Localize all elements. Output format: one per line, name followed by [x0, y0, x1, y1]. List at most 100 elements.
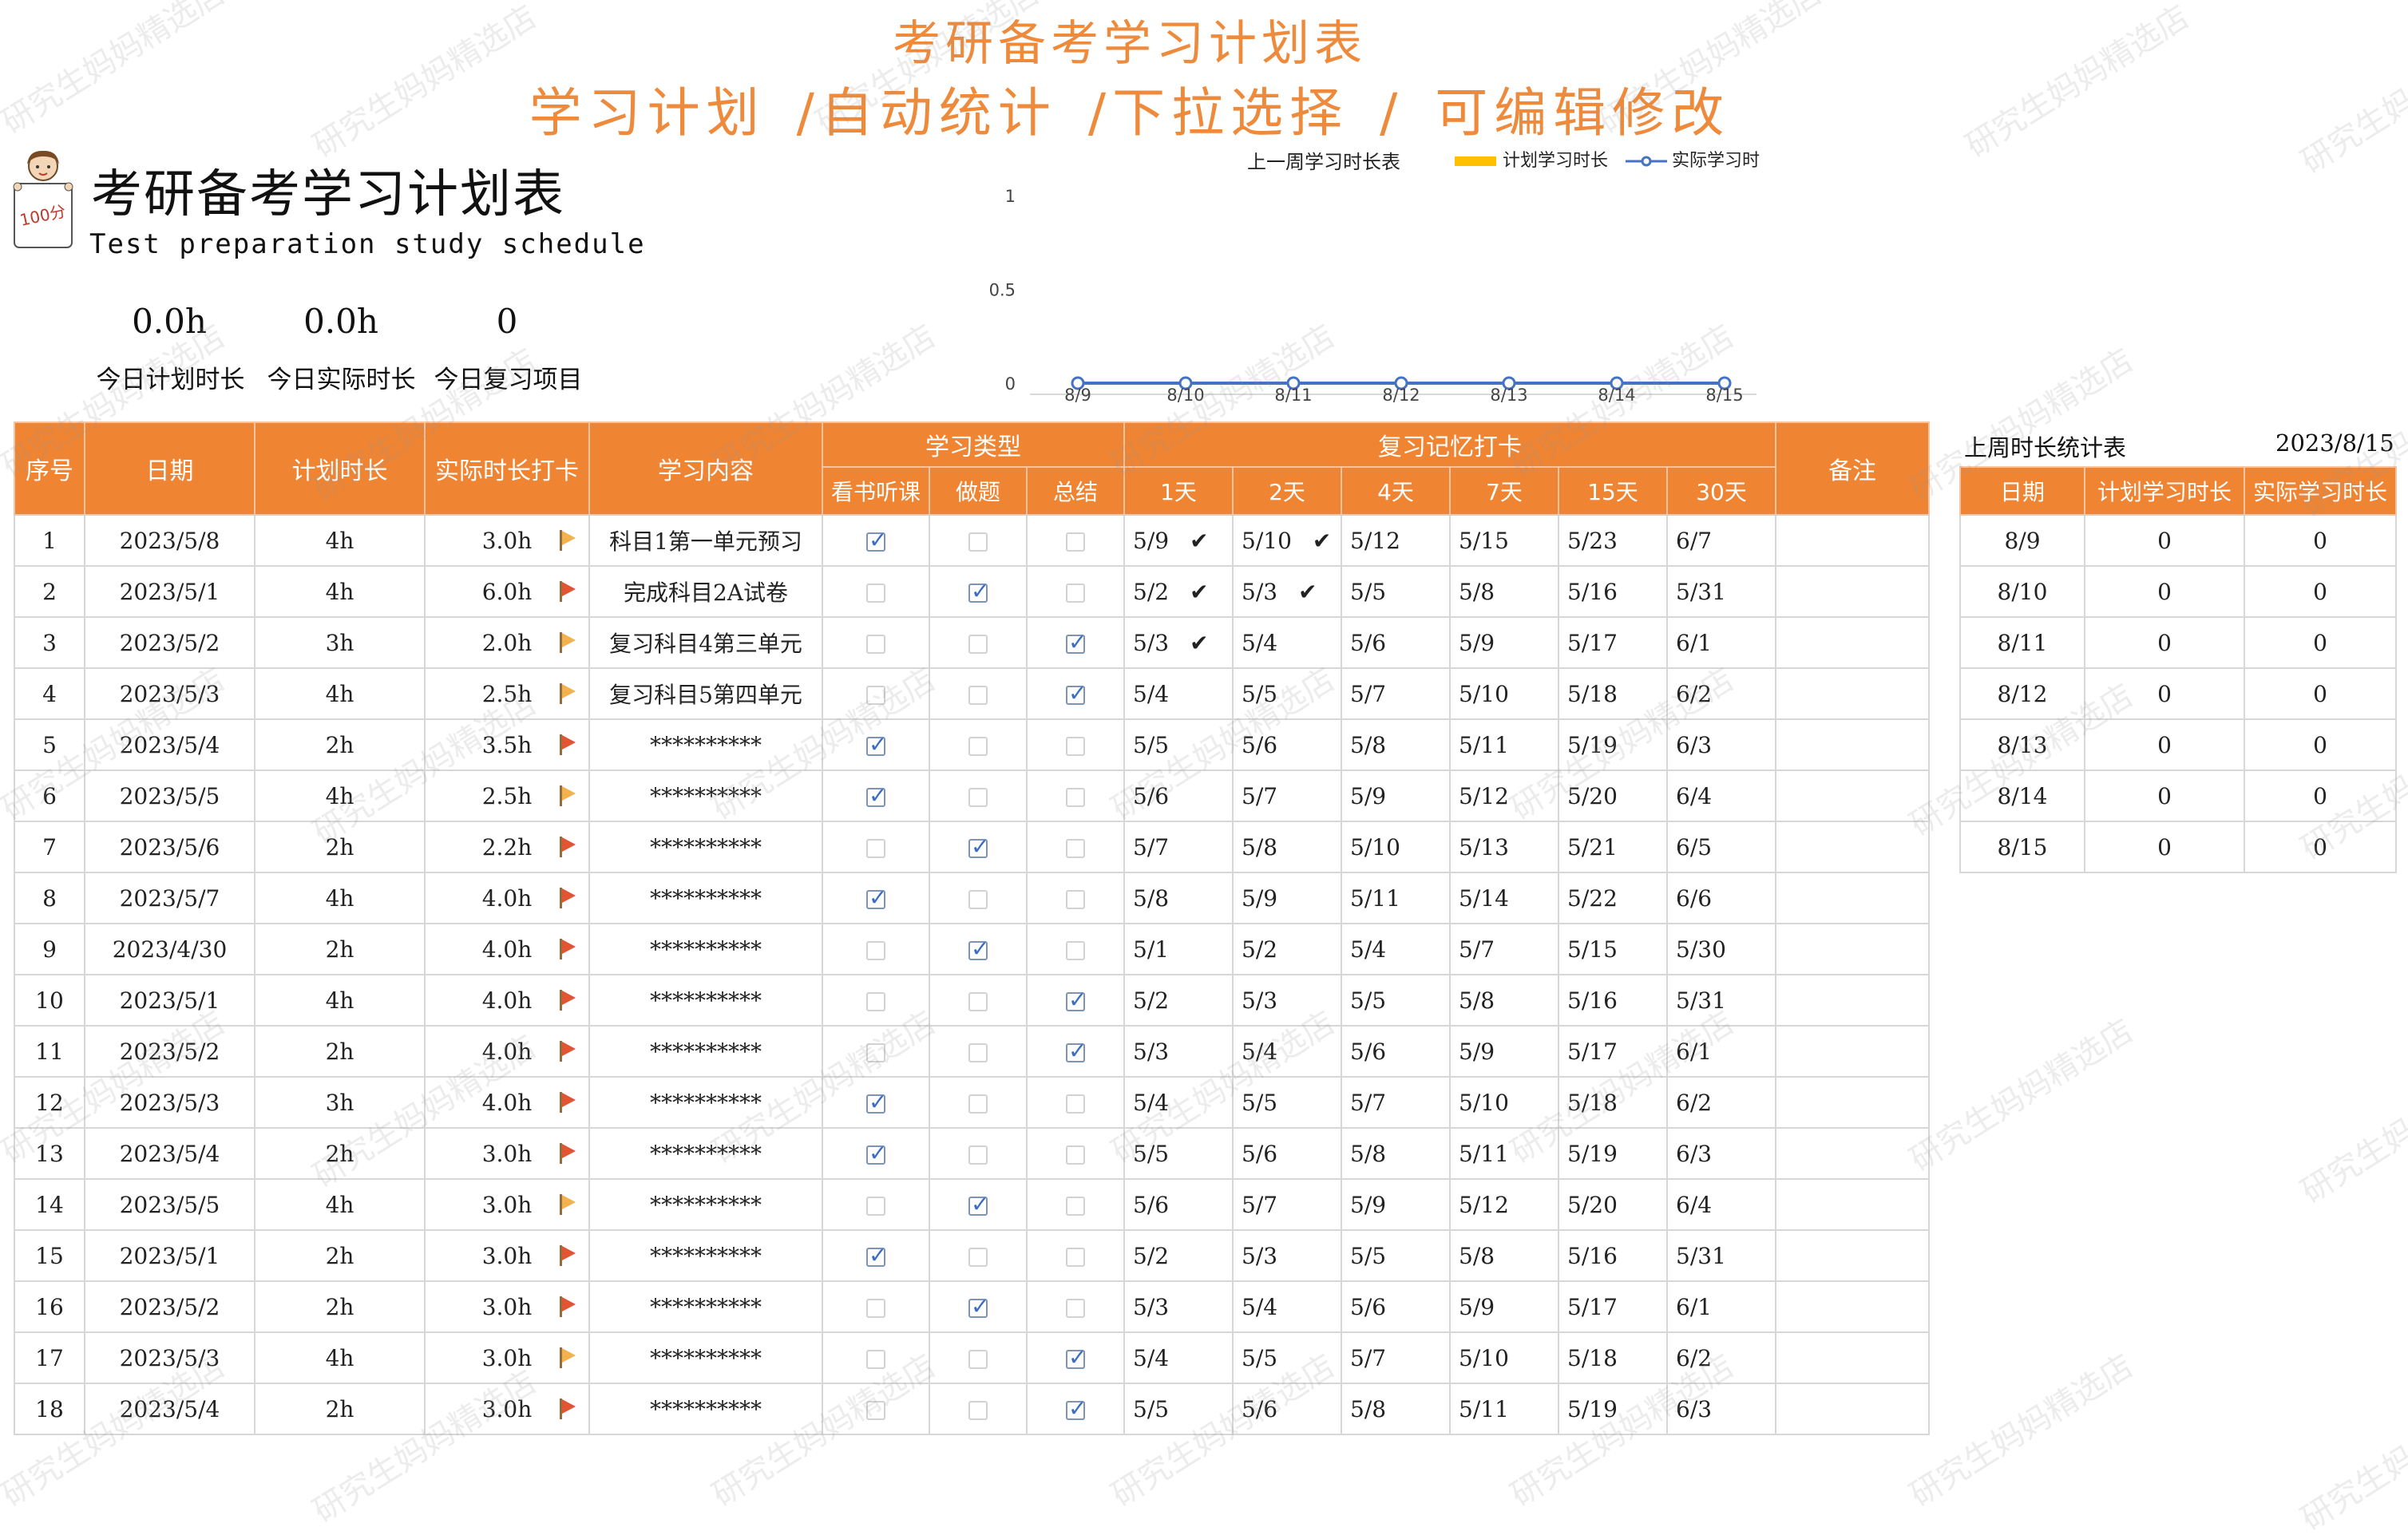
row-actual-hours[interactable]: 3.5h: [424, 718, 590, 771]
type-summary-checkbox[interactable]: [1066, 1197, 1086, 1216]
row-notes[interactable]: [1775, 667, 1931, 720]
type-practice-checkbox[interactable]: [968, 1401, 988, 1420]
row-review-cell[interactable]: 5/14: [1449, 872, 1560, 924]
type-practice-checkbox[interactable]: [968, 1094, 988, 1114]
row-review-cell[interactable]: 5/17: [1558, 1280, 1669, 1333]
row-review-cell[interactable]: 5/3 ✔: [1123, 616, 1234, 669]
row-actual-hours[interactable]: 3.0h: [424, 1331, 590, 1384]
type-read-checkbox[interactable]: [866, 1197, 885, 1216]
type-practice-checkbox[interactable]: [968, 936, 989, 962]
row-review-cell[interactable]: 6/3: [1666, 718, 1777, 771]
row-content[interactable]: **********: [588, 923, 823, 975]
row-review-cell[interactable]: 5/8: [1341, 718, 1452, 771]
row-review-cell[interactable]: 5/5: [1232, 1076, 1343, 1129]
type-summary-checkbox[interactable]: [1066, 987, 1087, 1013]
row-review-cell[interactable]: 5/19: [1558, 718, 1669, 771]
row-review-cell[interactable]: 5/16: [1558, 1229, 1669, 1282]
row-planned-hours[interactable]: 4h: [254, 514, 426, 567]
type-summary-checkbox[interactable]: [1066, 1094, 1086, 1114]
row-date[interactable]: 2023/5/2: [84, 1025, 255, 1078]
row-notes[interactable]: [1775, 1229, 1931, 1282]
row-review-cell[interactable]: 6/2: [1666, 1076, 1777, 1129]
type-practice-checkbox[interactable]: [968, 788, 988, 807]
row-planned-hours[interactable]: 2h: [254, 1229, 426, 1282]
row-review-cell[interactable]: 5/8: [1341, 1127, 1452, 1180]
row-review-cell[interactable]: 5/3: [1123, 1280, 1234, 1333]
row-review-cell[interactable]: 5/21: [1558, 821, 1669, 873]
row-review-cell[interactable]: 5/17: [1558, 616, 1669, 669]
row-review-cell[interactable]: 5/2: [1123, 1229, 1234, 1282]
row-content[interactable]: **********: [588, 1280, 823, 1333]
row-review-cell[interactable]: 5/5: [1123, 718, 1234, 771]
row-actual-hours[interactable]: 3.0h: [424, 1383, 590, 1435]
row-planned-hours[interactable]: 2h: [254, 1280, 426, 1333]
row-review-cell[interactable]: 5/6: [1123, 1178, 1234, 1231]
row-review-cell[interactable]: 5/4: [1232, 1025, 1343, 1078]
row-actual-hours[interactable]: 3.0h: [424, 1178, 590, 1231]
row-review-cell[interactable]: 5/9: [1449, 1025, 1560, 1078]
row-review-cell[interactable]: 5/3: [1123, 1025, 1234, 1078]
row-review-cell[interactable]: 6/4: [1666, 1178, 1777, 1231]
row-planned-hours[interactable]: 3h: [254, 1076, 426, 1129]
row-review-cell[interactable]: 5/10: [1449, 1076, 1560, 1129]
type-summary-checkbox[interactable]: [1066, 1344, 1087, 1371]
type-practice-checkbox[interactable]: [968, 1350, 988, 1369]
type-summary-checkbox[interactable]: [1066, 1395, 1087, 1422]
row-planned-hours[interactable]: 2h: [254, 718, 426, 771]
type-read-checkbox[interactable]: [866, 686, 885, 705]
type-summary-checkbox[interactable]: [1066, 629, 1087, 655]
type-summary-checkbox[interactable]: [1066, 584, 1086, 603]
row-planned-hours[interactable]: 4h: [254, 974, 426, 1027]
row-review-cell[interactable]: 5/9 ✔: [1123, 514, 1234, 567]
type-read-checkbox[interactable]: [866, 1242, 887, 1268]
row-content[interactable]: **********: [588, 718, 823, 771]
row-planned-hours[interactable]: 4h: [254, 872, 426, 924]
row-actual-hours[interactable]: 2.5h: [424, 770, 590, 822]
row-review-cell[interactable]: 5/4: [1123, 1331, 1234, 1384]
row-review-cell[interactable]: 5/7: [1449, 923, 1560, 975]
row-notes[interactable]: [1775, 718, 1931, 771]
row-actual-hours[interactable]: 2.5h: [424, 667, 590, 720]
row-review-cell[interactable]: 5/8: [1123, 872, 1234, 924]
row-actual-hours[interactable]: 4.0h: [424, 974, 590, 1027]
row-review-cell[interactable]: 5/13: [1449, 821, 1560, 873]
row-review-cell[interactable]: 6/1: [1666, 616, 1777, 669]
row-review-cell[interactable]: 6/1: [1666, 1025, 1777, 1078]
row-actual-hours[interactable]: 3.0h: [424, 514, 590, 567]
row-review-cell[interactable]: 5/7: [1341, 1331, 1452, 1384]
row-review-cell[interactable]: 5/3: [1232, 1229, 1343, 1282]
row-review-cell[interactable]: 6/3: [1666, 1383, 1777, 1435]
row-review-cell[interactable]: 5/15: [1449, 514, 1560, 567]
row-review-cell[interactable]: 5/5: [1232, 667, 1343, 720]
row-notes[interactable]: [1775, 1280, 1931, 1333]
type-read-checkbox[interactable]: [866, 782, 887, 809]
row-date[interactable]: 2023/5/3: [84, 1076, 255, 1129]
type-summary-checkbox[interactable]: [1066, 1299, 1086, 1318]
row-review-cell[interactable]: 5/31: [1666, 565, 1777, 618]
row-date[interactable]: 2023/5/8: [84, 514, 255, 567]
row-content[interactable]: **********: [588, 1178, 823, 1231]
row-review-cell[interactable]: 6/2: [1666, 667, 1777, 720]
row-notes[interactable]: [1775, 565, 1931, 618]
row-date[interactable]: 2023/5/1: [84, 1229, 255, 1282]
row-planned-hours[interactable]: 2h: [254, 1025, 426, 1078]
row-notes[interactable]: [1775, 1331, 1931, 1384]
row-review-cell[interactable]: 5/10: [1449, 1331, 1560, 1384]
row-review-cell[interactable]: 5/12: [1341, 514, 1452, 567]
type-practice-checkbox[interactable]: [968, 992, 988, 1011]
row-date[interactable]: 2023/5/2: [84, 616, 255, 669]
row-review-cell[interactable]: 5/30: [1666, 923, 1777, 975]
row-actual-hours[interactable]: 6.0h: [424, 565, 590, 618]
row-review-cell[interactable]: 5/9: [1449, 616, 1560, 669]
row-notes[interactable]: [1775, 770, 1931, 822]
type-summary-checkbox[interactable]: [1066, 1248, 1086, 1267]
row-content[interactable]: **********: [588, 1127, 823, 1180]
type-read-checkbox[interactable]: [866, 884, 887, 911]
row-planned-hours[interactable]: 2h: [254, 821, 426, 873]
type-read-checkbox[interactable]: [866, 635, 885, 654]
row-review-cell[interactable]: 5/6: [1232, 1383, 1343, 1435]
row-review-cell[interactable]: 5/15: [1558, 923, 1669, 975]
row-planned-hours[interactable]: 3h: [254, 616, 426, 669]
row-date[interactable]: 2023/5/2: [84, 1280, 255, 1333]
row-review-cell[interactable]: 6/3: [1666, 1127, 1777, 1180]
